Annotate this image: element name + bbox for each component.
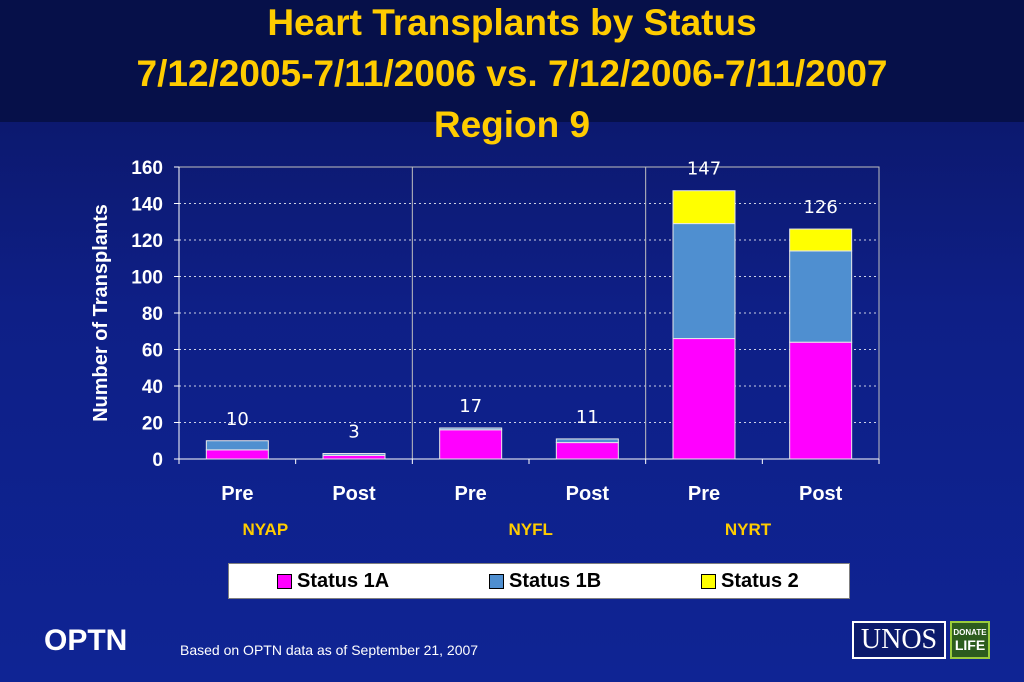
y-tick-label: 160 bbox=[131, 158, 163, 179]
bar-segment-status-1b bbox=[555, 438, 619, 444]
y-tick-label: 140 bbox=[131, 195, 163, 216]
bar-segment-status-2 bbox=[672, 190, 736, 225]
legend-swatch-status-2 bbox=[701, 574, 716, 589]
bar-segment-status-1a bbox=[555, 442, 619, 460]
x-category-label: Post bbox=[332, 483, 376, 505]
bar-segment-status-1b bbox=[672, 223, 736, 340]
group-label: NYRT bbox=[725, 520, 772, 539]
chart-legend: Status 1A Status 1B Status 2 bbox=[228, 563, 850, 599]
bar-total-label: 10 bbox=[226, 409, 249, 430]
group-label: NYAP bbox=[242, 520, 288, 539]
legend-label-status-2: Status 2 bbox=[721, 570, 799, 592]
y-tick-label: 100 bbox=[131, 268, 163, 289]
unos-logo-text: UNOS bbox=[852, 621, 946, 659]
title-line-3: Region 9 bbox=[433, 104, 591, 145]
source-note: Based on OPTN data as of September 21, 2… bbox=[180, 642, 479, 658]
stacked-bar-chart: 0 20 40 60 80 100 120 140 160 10 Pre 3 Post 17 Pre 11 Po… bbox=[90, 158, 880, 539]
legend-item-status-1a: Status 1A bbox=[277, 570, 389, 593]
x-category-label: Pre bbox=[455, 483, 487, 505]
bar-segment-status-1a bbox=[322, 454, 386, 460]
y-tick-label: 40 bbox=[142, 377, 163, 398]
legend-label-status-1a: Status 1A bbox=[297, 570, 390, 592]
bar-segment-status-1a bbox=[789, 341, 853, 460]
donate-life-badge: DONATE LIFE bbox=[950, 621, 990, 659]
bar-segment-status-1b bbox=[789, 250, 853, 343]
y-tick-label: 20 bbox=[142, 414, 163, 435]
group-label: NYFL bbox=[508, 520, 552, 539]
optn-label: OPTN bbox=[44, 624, 128, 657]
x-category-label: Pre bbox=[221, 483, 253, 505]
legend-swatch-status-1b bbox=[489, 574, 504, 589]
donate-life-top: DONATE bbox=[953, 627, 987, 637]
bar-segment-status-1a bbox=[672, 338, 736, 460]
x-category-label: Post bbox=[566, 483, 610, 505]
x-category-label: Post bbox=[799, 483, 843, 505]
legend-item-status-1b: Status 1B bbox=[489, 570, 601, 593]
bar-segment-status-1a bbox=[205, 449, 269, 460]
y-tick-label: 60 bbox=[142, 341, 163, 362]
donate-life-bottom: LIFE bbox=[954, 636, 986, 653]
title-line-2: 7/12/2005-7/11/2006 vs. 7/12/2006-7/11/2… bbox=[136, 53, 888, 94]
bar-total-label: 11 bbox=[576, 407, 599, 428]
title-band bbox=[0, 0, 1024, 122]
bar-total-label: 17 bbox=[459, 396, 482, 417]
y-tick-label: 0 bbox=[152, 450, 163, 471]
legend-item-status-2: Status 2 bbox=[701, 570, 799, 593]
legend-swatch-status-1a bbox=[277, 574, 292, 589]
legend-label-status-1b: Status 1B bbox=[509, 570, 602, 592]
y-tick-label: 80 bbox=[142, 304, 163, 325]
bar-total-label: 3 bbox=[348, 422, 359, 443]
bar-total-label: 126 bbox=[803, 197, 837, 218]
y-axis-title: Number of Transplants bbox=[90, 204, 112, 422]
bar-segment-status-2 bbox=[789, 228, 853, 252]
bar-segment-status-1b bbox=[439, 427, 503, 431]
bar-segment-status-1b bbox=[322, 453, 386, 456]
bar-total-label: 147 bbox=[687, 159, 721, 180]
title-line-1: Heart Transplants by Status bbox=[267, 2, 757, 43]
bar-segment-status-1a bbox=[439, 429, 503, 460]
y-tick-label: 120 bbox=[131, 231, 163, 252]
unos-logo: UNOS DONATE LIFE bbox=[852, 621, 990, 659]
bar-segment-status-1b bbox=[205, 440, 269, 451]
x-category-label: Pre bbox=[688, 483, 720, 505]
